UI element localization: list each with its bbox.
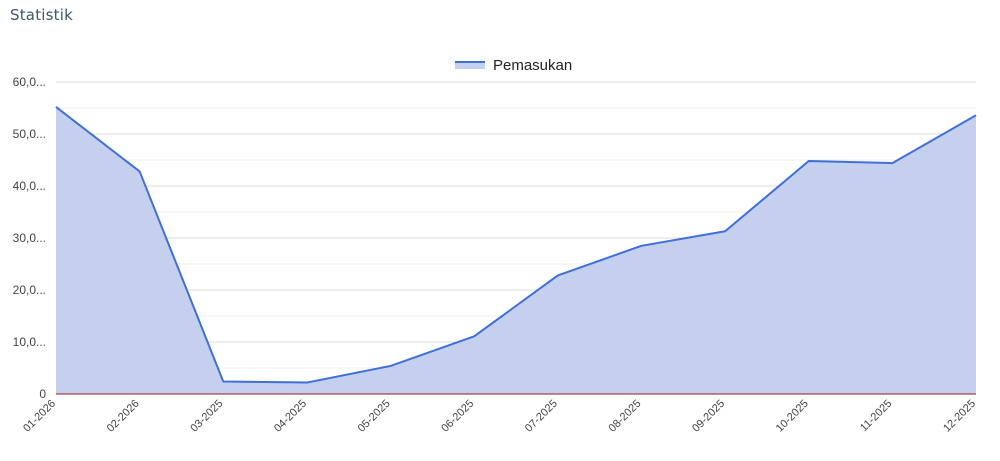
x-tick-label: 04-2025: [272, 398, 309, 435]
line-series-pemasukan: [55, 106, 977, 384]
y-tick-label: 60,0...: [13, 75, 46, 89]
x-tick-label: 07-2025: [523, 398, 560, 435]
x-tick-label: 08-2025: [607, 398, 644, 435]
x-tick-label: 02-2026: [105, 398, 142, 435]
y-tick-label: 0: [39, 387, 46, 401]
y-tick-label: 40,0...: [13, 179, 46, 193]
y-tick-label: 10,0...: [13, 335, 46, 349]
x-tick-label: 09-2025: [690, 398, 727, 435]
chart-legend[interactable]: Pemasukan: [455, 55, 572, 75]
y-axis-ticks: 0 10,0... 20,0... 30,0... 40,0... 50,0... 60,0…: [13, 75, 47, 401]
x-tick-label: 01-2026: [21, 398, 58, 435]
legend-swatch-pemasukan: [455, 61, 485, 69]
x-tick-label: 03-2025: [188, 398, 225, 435]
y-tick-label: 30,0...: [13, 231, 46, 245]
y-tick-label: 50,0...: [13, 127, 46, 141]
legend-label-pemasukan: Pemasukan: [493, 56, 573, 74]
x-tick-label: 12-2025: [941, 398, 978, 435]
x-axis-ticks: 01-2026 02-2026 03-2025 04-2025 05-2025 06-20…: [21, 398, 978, 435]
y-tick-label: 20,0...: [13, 283, 46, 297]
page-title: Statistik: [10, 6, 73, 24]
x-tick-label: 11-2025: [858, 398, 894, 434]
area-series: [55, 106, 977, 395]
x-tick-label: 05-2025: [356, 398, 393, 435]
x-tick-label: 10-2025: [774, 398, 811, 435]
x-tick-label: 06-2025: [439, 398, 476, 435]
area-fill-pemasukan: [56, 106, 976, 395]
